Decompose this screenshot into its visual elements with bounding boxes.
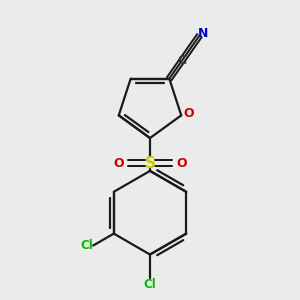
Text: N: N: [198, 27, 208, 40]
Text: Cl: Cl: [144, 278, 156, 292]
Text: O: O: [176, 157, 187, 170]
Text: O: O: [113, 157, 124, 170]
Text: C: C: [177, 54, 187, 67]
Text: O: O: [183, 107, 194, 120]
Text: Cl: Cl: [80, 239, 93, 252]
Text: S: S: [145, 156, 155, 171]
